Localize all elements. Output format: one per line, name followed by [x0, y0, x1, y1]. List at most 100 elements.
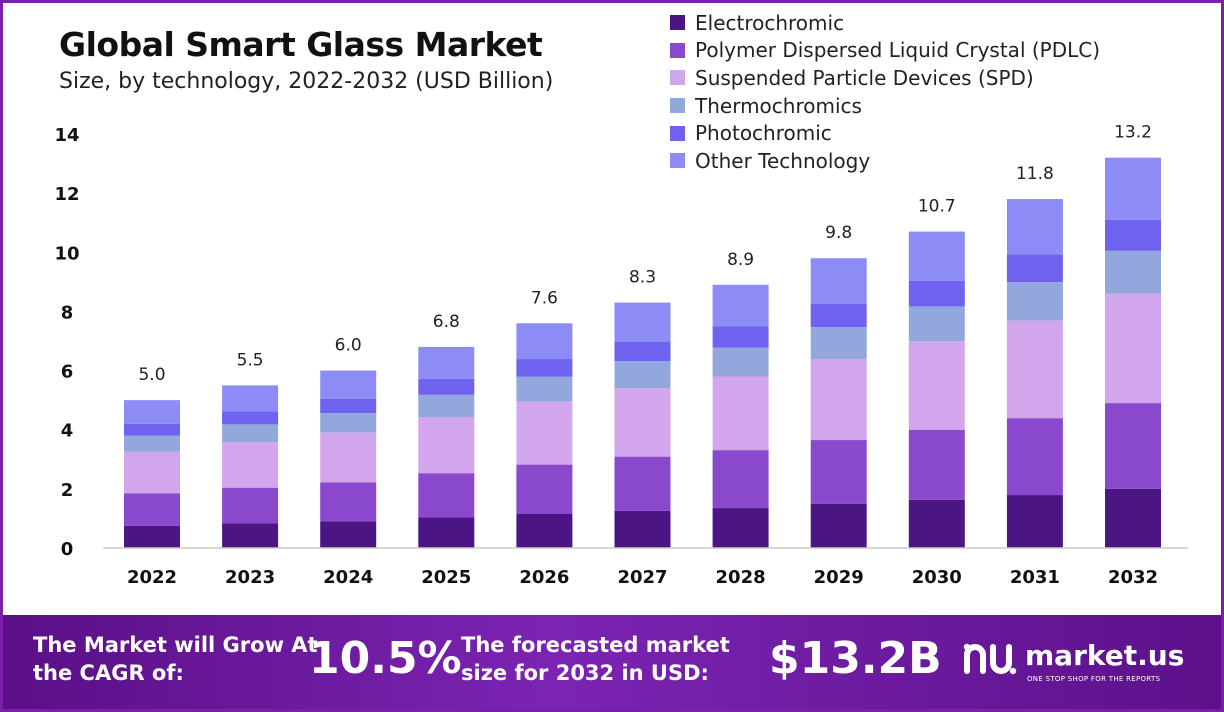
- market-us-logo-icon: [963, 643, 1017, 675]
- y-tick-label: 6: [61, 362, 74, 383]
- x-tick-label: 2024: [323, 567, 373, 588]
- total-label: 9.8: [825, 223, 852, 243]
- bar-segment: [908, 231, 965, 281]
- bar-segment: [908, 341, 965, 431]
- legend-item: Thermochromics: [670, 92, 1100, 120]
- bar-segment: [1105, 157, 1161, 220]
- y-tick-label: 14: [54, 125, 79, 146]
- bar-segment: [222, 385, 279, 412]
- bar-segment: [222, 487, 279, 524]
- bar-segment: [614, 510, 671, 548]
- legend-label: Suspended Particle Devices (SPD): [695, 65, 1034, 90]
- bar-segment: [320, 521, 377, 548]
- bar-segment: [418, 473, 475, 518]
- legend-label: Other Technology: [695, 148, 871, 173]
- bar-segment: [418, 416, 475, 474]
- chart-subtitle: Size, by technology, 2022-2032 (USD Bill…: [59, 69, 554, 94]
- bar-segment: [712, 284, 769, 327]
- chart-legend: Electrochromic Polymer Dispersed Liquid C…: [670, 9, 1100, 175]
- bar-segment: [516, 376, 573, 402]
- bar-segment: [614, 388, 671, 457]
- x-tick-label: 2029: [814, 567, 864, 588]
- bar-segment: [222, 411, 279, 425]
- y-tick-label: 12: [54, 184, 79, 205]
- legend-item: Photochromic: [670, 119, 1100, 147]
- bar-segment: [908, 430, 965, 500]
- bar-segment: [614, 456, 671, 511]
- bar-segment: [810, 258, 867, 305]
- bar-segment: [1105, 488, 1161, 548]
- x-tick-label: 2022: [127, 567, 177, 588]
- legend-label: Polymer Dispersed Liquid Crystal (PDLC): [695, 38, 1101, 63]
- bar-segment: [1006, 199, 1063, 255]
- y-tick-label: 10: [54, 243, 79, 264]
- bars-group: [124, 157, 1161, 548]
- y-tick-label: 8: [61, 302, 74, 323]
- total-label: 10.7: [918, 197, 956, 217]
- bar-segment: [418, 346, 475, 379]
- bar-segment: [810, 304, 867, 328]
- bar-segment: [516, 513, 573, 548]
- bar-segment: [222, 424, 279, 443]
- legend-swatch: [670, 42, 685, 58]
- bar-segment: [320, 413, 377, 433]
- bar-segment: [810, 503, 867, 548]
- legend-swatch: [670, 15, 685, 31]
- y-tick-label: 0: [61, 539, 74, 560]
- bar-segment: [516, 359, 573, 377]
- x-tick-label: 2026: [519, 567, 569, 588]
- y-tick-label: 4: [61, 421, 74, 442]
- total-label: 13.2: [1114, 123, 1152, 143]
- legend-item: Polymer Dispersed Liquid Crystal (PDLC): [670, 37, 1100, 65]
- total-label: 11.8: [1016, 164, 1054, 184]
- x-tick-label: 2025: [421, 567, 471, 588]
- bar-segment: [1006, 418, 1063, 496]
- bar-segment: [712, 347, 769, 377]
- legend-label: Thermochromics: [695, 93, 862, 118]
- total-label: 5.5: [237, 350, 264, 370]
- bar-segment: [124, 451, 180, 494]
- stacked-bar-chart: 0 2 4 6 8 10 12 14 2022 2023 2024 2025 2026 2027 2028…: [54, 123, 1188, 588]
- bar-segment: [418, 378, 475, 395]
- bar-segment: [320, 482, 377, 522]
- bar-segment: [124, 400, 180, 424]
- bar-segment: [320, 398, 377, 414]
- total-label: 8.3: [629, 268, 656, 288]
- bar-segment: [712, 450, 769, 509]
- bar-segment: [418, 517, 475, 548]
- bar-segment: [1006, 495, 1063, 548]
- bar-segment: [124, 525, 180, 548]
- legend-label: Electrochromic: [695, 10, 845, 35]
- legend-item: Other Technology: [670, 147, 1100, 175]
- bar-segment: [1105, 250, 1161, 294]
- total-label: 5.0: [138, 365, 165, 385]
- bar-segment: [712, 508, 769, 548]
- legend-swatch: [670, 153, 685, 169]
- legend-item: Suspended Particle Devices (SPD): [670, 64, 1100, 92]
- chart-title: Global Smart Glass Market: [59, 25, 543, 64]
- bar-segment: [712, 376, 769, 451]
- x-tick-label: 2028: [716, 567, 766, 588]
- x-tick-label: 2031: [1010, 567, 1060, 588]
- legend-swatch: [670, 98, 685, 114]
- bar-segment: [1105, 403, 1161, 489]
- bar-segment: [810, 327, 867, 360]
- bar-segment: [516, 323, 573, 360]
- bar-segment: [222, 442, 279, 488]
- x-tick-label: 2032: [1108, 567, 1158, 588]
- bar-segment: [1105, 219, 1161, 251]
- bar-segment: [1006, 254, 1063, 283]
- bar-segment: [516, 464, 573, 514]
- bar-segment: [614, 361, 671, 389]
- x-tick-label: 2023: [225, 567, 275, 588]
- brand-name: market.us: [1025, 639, 1185, 672]
- bar-segment: [614, 341, 671, 362]
- bar-segment: [1105, 293, 1161, 404]
- x-tick-label: 2027: [617, 567, 667, 588]
- market-size-value: $13.2B: [769, 633, 942, 684]
- bar-segment: [124, 435, 180, 452]
- legend-swatch: [670, 70, 685, 86]
- bar-segment: [1006, 282, 1063, 321]
- y-axis: 0 2 4 6 8 10 12 14: [54, 125, 79, 560]
